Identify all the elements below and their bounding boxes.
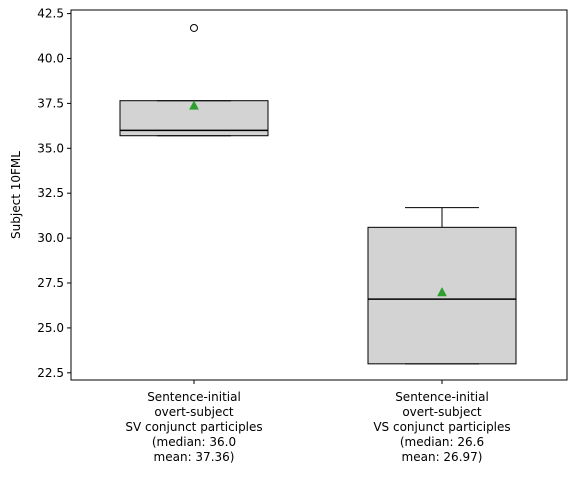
x-tick-label-line: VS conjunct participles: [373, 420, 510, 434]
x-tick-label-line: overt-subject: [402, 405, 482, 419]
x-tick-label-line: mean: 26.97): [402, 450, 483, 464]
plot-frame: [70, 9, 568, 381]
outlier-point: [190, 23, 198, 32]
x-tick-label: Sentence-initial overt-subject SV conjunct…: [125, 390, 262, 464]
y-tick-label: 30.0: [37, 231, 64, 245]
x-tick-label-line: Sentence-initial: [395, 390, 489, 404]
x-tick-label: Sentence-initial overt-subject VS conjunct…: [373, 390, 510, 464]
mean-marker: [189, 100, 199, 110]
x-tick-label-line: SV conjunct participles: [125, 420, 262, 434]
y-tick-label: 27.5: [37, 276, 64, 290]
y-tick-label: 32.5: [37, 186, 64, 200]
x-tick-label-line: (median: 26.6: [400, 435, 484, 449]
y-tick-label: 25.0: [37, 321, 64, 335]
x-axis: Sentence-initial overt-subject SV conjunct…: [125, 380, 511, 464]
x-tick-label-line: mean: 37.36): [154, 450, 235, 464]
y-axis: 22.5 25.0 27.5 30.0 32.5 35.0 37.5 40.0 42.5: [37, 7, 71, 380]
y-tick-label: 35.0: [37, 141, 64, 155]
y-tick-label: 42.5: [37, 7, 64, 21]
x-tick-label-line: (median: 36.0: [152, 435, 236, 449]
mean-marker: [437, 286, 447, 297]
boxes-layer: [119, 23, 517, 365]
x-tick-label-line: overt-subject: [154, 405, 234, 419]
y-axis-label: Subject 10FML: [9, 151, 23, 239]
y-tick-label: 22.5: [37, 366, 64, 380]
box-group: [367, 207, 517, 365]
x-tick-label-line: Sentence-initial: [147, 390, 241, 404]
y-tick-label: 40.0: [37, 51, 64, 65]
y-tick-label: 37.5: [37, 96, 64, 110]
box-group: [119, 23, 269, 137]
